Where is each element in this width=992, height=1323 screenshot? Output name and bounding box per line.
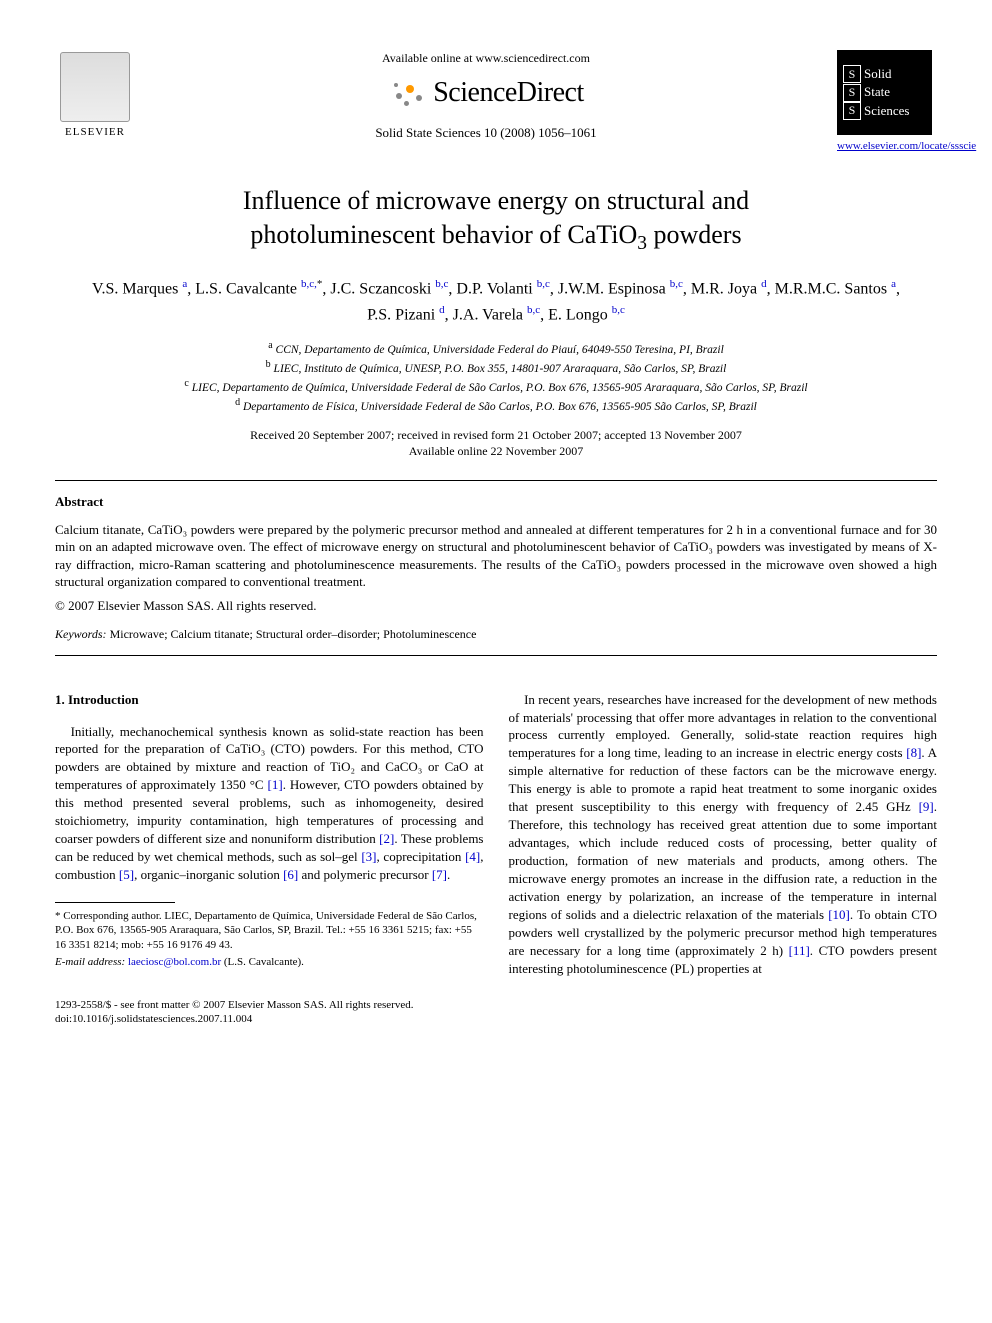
sciencedirect-dots-icon <box>388 81 428 109</box>
rule-top <box>55 480 937 481</box>
footnote-rule <box>55 902 175 903</box>
header-center: Available online at www.sciencedirect.co… <box>135 50 837 142</box>
title-sub: 3 <box>637 233 647 254</box>
ref-7-link[interactable]: [7] <box>432 867 447 882</box>
footer-front-matter: 1293-2558/$ - see front matter © 2007 El… <box>55 998 937 1012</box>
page-footer: 1293-2558/$ - see front matter © 2007 El… <box>55 998 937 1027</box>
journal-box-l3: Sciences <box>864 102 909 120</box>
abstract-copyright: © 2007 Elsevier Masson SAS. All rights r… <box>55 597 937 615</box>
affil-c: LIEC, Departamento de Química, Universid… <box>192 382 808 394</box>
journal-box-l2: State <box>864 83 890 101</box>
corresponding-author-footnote: * Corresponding author. LIEC, Departamen… <box>55 909 484 969</box>
title-line2: photoluminescent behavior of CaTiO <box>250 220 637 249</box>
available-online-text: Available online at www.sciencedirect.co… <box>155 50 817 66</box>
ref-2-link[interactable]: [2] <box>379 831 394 846</box>
ref-1-link[interactable]: [1] <box>268 777 283 792</box>
ref-8-link[interactable]: [8] <box>906 745 921 760</box>
online-date: Available online 22 November 2007 <box>55 443 937 460</box>
footnote-email-link[interactable]: laeciosc@bol.com.br <box>128 956 221 968</box>
ref-6-link[interactable]: [6] <box>283 867 298 882</box>
article-title: Influence of microwave energy on structu… <box>115 184 877 256</box>
affil-b: LIEC, Instituto de Química, UNESP, P.O. … <box>274 363 727 375</box>
journal-box-l1: Solid <box>864 65 891 83</box>
footnote-email-label: E-mail address: <box>55 956 125 968</box>
title-tail: powders <box>647 220 742 249</box>
page-header: ELSEVIER Available online at www.science… <box>55 50 937 154</box>
sciencedirect-text: ScienceDirect <box>433 77 584 108</box>
journal-url-link[interactable]: www.elsevier.com/locate/ssscie <box>837 139 937 154</box>
rule-bottom <box>55 655 937 656</box>
received-date: Received 20 September 2007; received in … <box>55 427 937 444</box>
title-line1: Influence of microwave energy on structu… <box>243 186 749 215</box>
affil-a: CCN, Departamento de Química, Universida… <box>276 344 724 356</box>
affil-d: Departamento de Física, Universidade Fed… <box>243 400 757 412</box>
affiliations: a CCN, Departamento de Química, Universi… <box>55 339 937 415</box>
keywords: Keywords: Microwave; Calcium titanate; S… <box>55 626 937 642</box>
elsevier-label: ELSEVIER <box>65 125 125 140</box>
elsevier-logo: ELSEVIER <box>55 50 135 140</box>
authors-list: V.S. Marques a, L.S. Cavalcante b,c,*, J… <box>85 276 907 327</box>
section-1-heading: 1. Introduction <box>55 691 484 709</box>
journal-logo-block: SSolid SState SSciences www.elsevier.com… <box>837 50 937 154</box>
body-columns: 1. Introduction Initially, mechanochemic… <box>55 691 937 978</box>
ref-5-link[interactable]: [5] <box>119 867 134 882</box>
ref-11-link[interactable]: [11] <box>789 943 810 958</box>
ref-9-link[interactable]: [9] <box>919 799 934 814</box>
ref-3-link[interactable]: [3] <box>361 849 376 864</box>
keywords-label: Keywords: <box>55 627 107 641</box>
footnote-corr: * Corresponding author. LIEC, Departamen… <box>55 909 484 952</box>
keywords-text: Microwave; Calcium titanate; Structural … <box>107 627 477 641</box>
footer-doi: doi:10.1016/j.solidstatesciences.2007.11… <box>55 1012 937 1026</box>
column-right: In recent years, researches have increas… <box>509 691 938 978</box>
sciencedirect-brand: ScienceDirect <box>155 74 817 112</box>
abstract-heading: Abstract <box>55 493 937 511</box>
footnote-email-name: (L.S. Cavalcante). <box>221 956 304 968</box>
journal-box-icon: SSolid SState SSciences <box>837 50 932 135</box>
elsevier-tree-icon <box>60 52 130 122</box>
ref-4-link[interactable]: [4] <box>465 849 480 864</box>
abstract-text: Calcium titanate, CaTiO₃ powders were pr… <box>55 521 937 591</box>
journal-reference: Solid State Sciences 10 (2008) 1056–1061 <box>155 124 817 142</box>
article-dates: Received 20 September 2007; received in … <box>55 427 937 461</box>
column-left: 1. Introduction Initially, mechanochemic… <box>55 691 484 978</box>
intro-para-1: Initially, mechanochemical synthesis kno… <box>55 723 484 884</box>
ref-10-link[interactable]: [10] <box>828 907 850 922</box>
intro-para-2: In recent years, researches have increas… <box>509 691 938 978</box>
